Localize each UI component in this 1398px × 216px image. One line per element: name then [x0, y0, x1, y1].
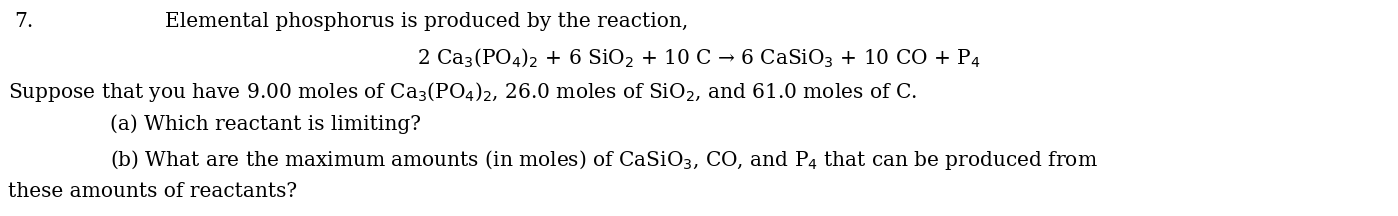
Text: 2 Ca$_3$(PO$_4$)$_2$ + 6 SiO$_2$ + 10 C → 6 CaSiO$_3$ + 10 CO + P$_4$: 2 Ca$_3$(PO$_4$)$_2$ + 6 SiO$_2$ + 10 C … — [417, 46, 981, 69]
Text: these amounts of reactants?: these amounts of reactants? — [8, 182, 298, 201]
Text: Elemental phosphorus is produced by the reaction,: Elemental phosphorus is produced by the … — [165, 12, 688, 31]
Text: (a) Which reactant is limiting?: (a) Which reactant is limiting? — [110, 114, 421, 134]
Text: 7.: 7. — [14, 12, 34, 31]
Text: (b) What are the maximum amounts (in moles) of CaSiO$_3$, CO, and P$_4$ that can: (b) What are the maximum amounts (in mol… — [110, 148, 1097, 172]
Text: Suppose that you have 9.00 moles of Ca$_3$(PO$_4$)$_2$, 26.0 moles of SiO$_2$, a: Suppose that you have 9.00 moles of Ca$_… — [8, 80, 917, 104]
